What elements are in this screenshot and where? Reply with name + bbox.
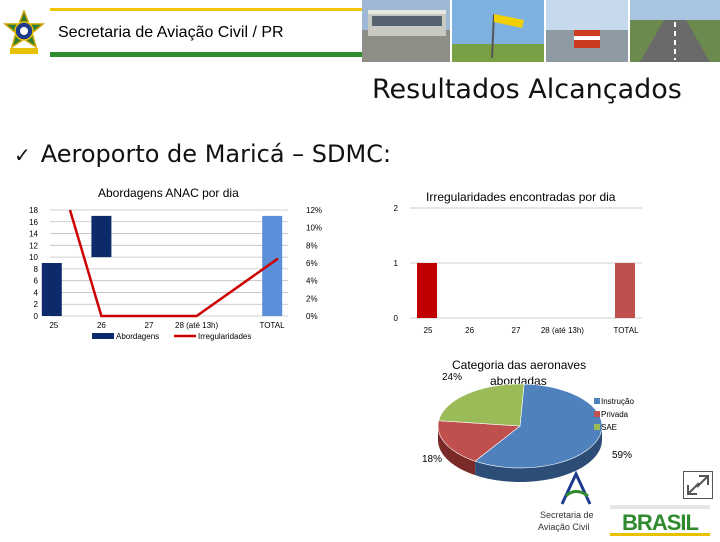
chart3-slice-Privada bbox=[437, 420, 521, 462]
chart2-xtick: 28 (até 13h) bbox=[541, 326, 584, 335]
chart1-ytick: 2 bbox=[34, 300, 39, 309]
chart1-legend-swatch-abordagens bbox=[92, 333, 114, 339]
chart1-legend-abordagens: Abordagens bbox=[116, 332, 159, 341]
chart1-xtick: 25 bbox=[49, 321, 58, 330]
photo-terminal bbox=[362, 0, 450, 62]
chart1-ytick: 12 bbox=[29, 241, 38, 250]
chart1-ytick: 6 bbox=[34, 277, 39, 286]
chart3-legend-swatch bbox=[594, 398, 600, 404]
slide-title: Resultados Alcançados bbox=[372, 74, 682, 105]
chart2-ytick: 2 bbox=[394, 204, 399, 213]
chart1-ytick: 18 bbox=[29, 206, 38, 215]
chart-abordagens: Abordagens ANAC por dia 18 16 14 12 10 8 6 4 2 0 1… bbox=[20, 186, 360, 346]
chart-categoria-plot: 59% 18% 24% Instrução Privada SAE bbox=[422, 372, 634, 482]
chart2-ytick: 1 bbox=[394, 259, 399, 268]
bullet-item: ✓ Aeroporto de Maricá – SDMC: bbox=[14, 140, 391, 168]
chart2-bar bbox=[615, 263, 635, 318]
chart-abordagens-title: Abordagens ANAC por dia bbox=[98, 186, 239, 200]
chart1-xtick: 26 bbox=[97, 321, 106, 330]
header-title: Secretaria de Aviação Civil / PR bbox=[58, 24, 284, 41]
chart2-bar bbox=[417, 263, 437, 318]
bullet-text: Aeroporto de Maricá – SDMC: bbox=[40, 140, 392, 168]
chart1-ytick: 8 bbox=[34, 265, 39, 274]
chart3-legend-swatch bbox=[594, 411, 600, 417]
expand-icon[interactable] bbox=[683, 471, 713, 499]
chart3-value-privada: 18% bbox=[422, 454, 442, 465]
chart2-xtick: TOTAL bbox=[613, 326, 639, 335]
chart1-y2tick: 4% bbox=[306, 277, 318, 286]
chart3-legend-label: SAE bbox=[601, 423, 617, 432]
chart1-ytick: 14 bbox=[29, 230, 38, 239]
chart1-bar bbox=[262, 215, 283, 316]
chart1-ytick: 16 bbox=[29, 218, 38, 227]
chart1-y2tick: 8% bbox=[306, 241, 318, 250]
chart2-xtick: 26 bbox=[465, 326, 474, 335]
brasil-logo-text: BRASIL bbox=[622, 510, 698, 535]
chart2-xtick: 27 bbox=[512, 326, 521, 335]
sac-logo-text-2: Aviação Civil bbox=[538, 522, 590, 532]
chart1-xtick: 27 bbox=[145, 321, 154, 330]
chart3-slice-side bbox=[475, 426, 602, 482]
chart1-ytick: 0 bbox=[34, 312, 39, 321]
photo-windsock bbox=[452, 0, 544, 62]
emblem-icon bbox=[2, 8, 46, 56]
chart3-slice-SAE bbox=[438, 383, 525, 427]
chart3-slice-Instrução bbox=[474, 383, 603, 469]
chart1-xtick: TOTAL bbox=[259, 321, 285, 330]
chart1-y2tick: 10% bbox=[306, 224, 322, 233]
photo-runway bbox=[630, 0, 720, 62]
chart-abordagens-plot: 18 16 14 12 10 8 6 4 2 0 12% 10% 8% 6% 4% 2% 0% 25 26 27 28 … bbox=[29, 206, 322, 341]
chart1-bar bbox=[91, 215, 112, 258]
chart-categoria-title-line1: Categoria das aeronaves bbox=[452, 358, 587, 372]
chart1-y2tick: 0% bbox=[306, 312, 318, 321]
chart2-xtick: 25 bbox=[424, 326, 433, 335]
chart1-y2tick: 6% bbox=[306, 259, 318, 268]
photo-runway-marker bbox=[546, 0, 628, 62]
chart2-ytick: 0 bbox=[394, 314, 399, 323]
chart1-ytick: 4 bbox=[34, 288, 39, 297]
chart1-xtick: 28 (até 13h) bbox=[175, 321, 218, 330]
checkmark-icon: ✓ bbox=[14, 143, 31, 167]
chart3-slice-side bbox=[438, 426, 476, 476]
chart-categoria: Categoria das aeronaves abordadas 59% 18%… bbox=[410, 356, 670, 486]
chart1-y2tick: 12% bbox=[306, 206, 322, 215]
chart1-legend-irregularidades: Irregularidades bbox=[198, 332, 251, 341]
chart3-value-instrucao: 59% bbox=[612, 450, 632, 461]
brasil-logo: BRASIL bbox=[610, 505, 710, 537]
header-green-stripe bbox=[50, 52, 365, 57]
header-yellow-stripe bbox=[50, 8, 365, 11]
chart1-line-irregularidades bbox=[68, 209, 279, 318]
sac-logo-icon bbox=[558, 470, 594, 508]
chart-irregularidades-title: Irregularidades encontradas por dia bbox=[426, 190, 616, 204]
sac-logo-text-1: Secretaria de bbox=[540, 510, 594, 520]
chart-irregularidades-plot: 2 1 0 25 26 27 28 (até 13h) TOTAL bbox=[394, 204, 642, 335]
chart3-value-sae: 24% bbox=[442, 372, 462, 383]
chart3-legend-label: Privada bbox=[601, 410, 629, 419]
chart1-bar bbox=[41, 263, 62, 316]
chart3-legend-label: Instrução bbox=[601, 397, 634, 406]
chart1-y2tick: 2% bbox=[306, 294, 318, 303]
chart1-ytick: 10 bbox=[29, 253, 38, 262]
chart3-legend-swatch bbox=[594, 424, 600, 430]
